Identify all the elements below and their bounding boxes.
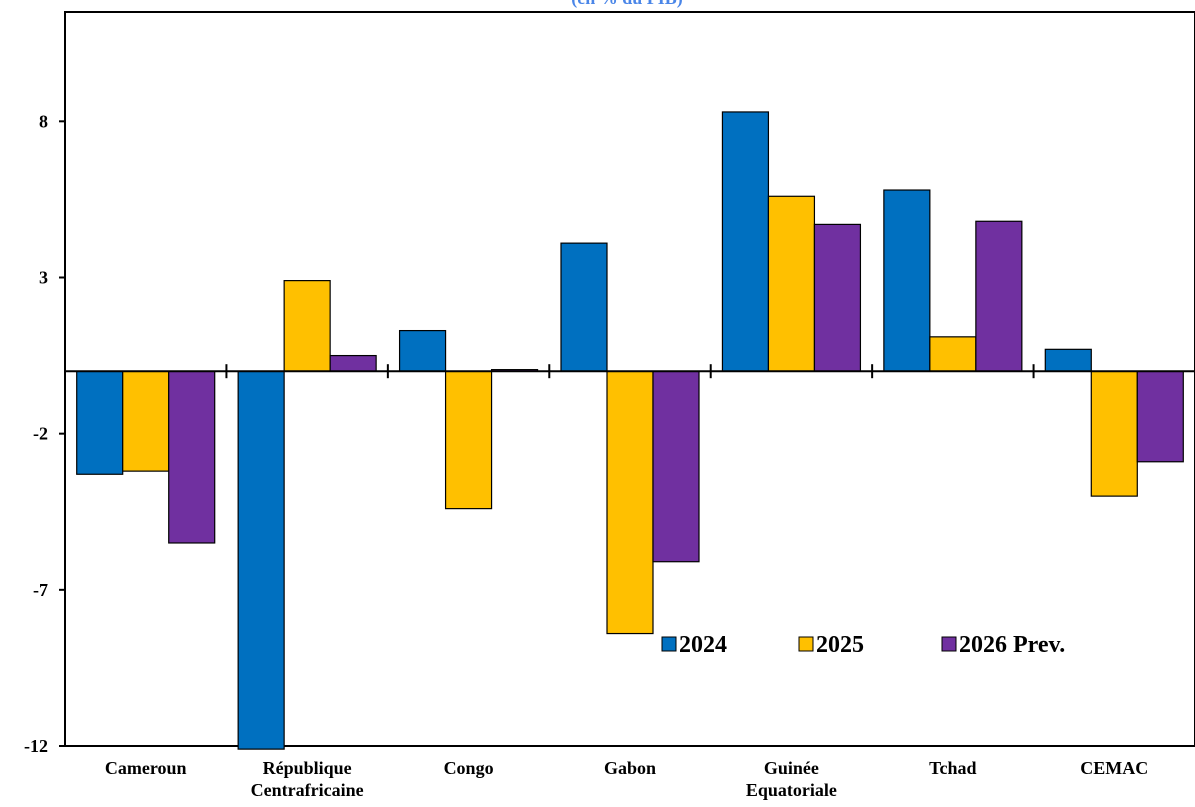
bar-2024-3	[560, 242, 608, 372]
bar-2025-1	[283, 280, 331, 372]
zero-axis	[65, 364, 1195, 379]
bar-2025-6	[1090, 370, 1138, 497]
bar-2026-prev--3	[652, 370, 700, 563]
bar-2026-prev--4	[813, 223, 862, 372]
y-tick-label: -12	[24, 736, 48, 756]
bar-2024-0	[76, 370, 124, 475]
plot-frame	[64, 11, 1195, 747]
x-category-label: Guinée	[764, 758, 819, 778]
legend-label: 2025	[816, 632, 864, 658]
bars-group	[76, 111, 1184, 750]
bar-2026-prev--6	[1136, 370, 1184, 463]
legend-swatch	[661, 636, 677, 652]
x-category-label: Centrafricaine	[251, 780, 364, 800]
bar-2024-2	[398, 329, 447, 372]
legend-label: 2026 Prev.	[959, 632, 1065, 658]
bar-2026-prev--5	[975, 220, 1023, 372]
y-tick-label: -2	[33, 424, 48, 444]
x-category-label: Gabon	[604, 758, 656, 778]
bar-2024-4	[721, 111, 770, 372]
bar-2024-6	[1044, 348, 1092, 372]
x-category-label: CEMAC	[1080, 758, 1148, 778]
x-category-label: Tchad	[929, 758, 976, 778]
bar-2025-2	[444, 370, 493, 510]
x-category-label: Congo	[444, 758, 494, 778]
x-category-label: République	[263, 758, 352, 778]
legend: 2024 2025 2026 Prev.	[661, 632, 1065, 658]
y-tick-label: -7	[33, 580, 48, 600]
x-category-label: Cameroun	[105, 758, 187, 778]
legend-swatch	[798, 636, 814, 652]
legend-swatch	[941, 636, 957, 652]
x-category-label: Equatoriale	[746, 780, 837, 800]
y-tick-label: 3	[39, 267, 48, 287]
legend-label: 2024	[679, 632, 727, 658]
bar-2026-prev--1	[329, 354, 377, 372]
bar-2026-prev--0	[168, 370, 216, 544]
bar-2024-1	[237, 370, 285, 750]
bar-2025-4	[767, 195, 816, 372]
bar-2024-5	[883, 189, 931, 372]
bar-2025-5	[929, 336, 977, 372]
bar-2025-0	[122, 370, 170, 472]
bar-2025-3	[606, 370, 654, 635]
chart-subtitle: (en % du PIB)	[571, 0, 683, 9]
y-axis-ticks: 8 3 -2 -7 -12	[24, 111, 65, 756]
y-tick-label: 8	[39, 111, 48, 131]
